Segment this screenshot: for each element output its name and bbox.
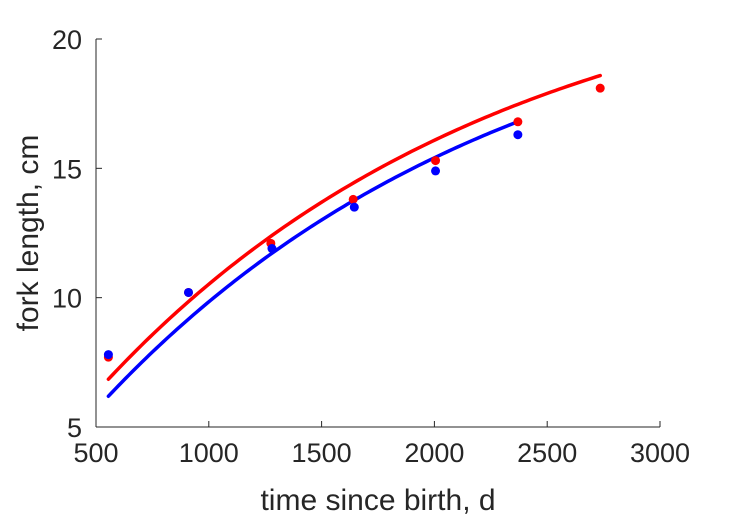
y-tick-label: 10 [52,284,82,314]
data-point-red [348,194,358,204]
fit-curve-blue [106,119,520,398]
fit-curves [106,73,602,398]
data-point-blue [431,166,441,176]
x-tick-label: 1500 [292,438,352,468]
y-tick-label: 15 [52,154,82,184]
data-point-red [431,156,441,166]
x-tick-label: 3000 [630,438,690,468]
data-point-blue [349,202,359,212]
x-tick-label: 2500 [517,438,577,468]
y-tick-label: 5 [67,413,82,443]
x-tick-label: 500 [73,438,118,468]
axes: 500 1000 1500 2000 2500 3000 5 10 15 20 [52,25,690,468]
fit-curve-red [106,73,602,381]
x-tick-label: 2000 [404,438,464,468]
data-points [103,83,605,362]
data-point-red [513,117,523,127]
data-point-blue [513,130,523,140]
y-tick-label: 20 [52,25,82,55]
y-axis-label: fork length, cm [12,135,45,332]
data-point-blue [103,350,113,360]
data-point-blue [267,244,277,254]
data-point-red [595,83,605,93]
x-tick-label: 1000 [179,438,239,468]
x-axis-label: time since birth, d [260,484,495,517]
data-point-blue [183,287,193,297]
